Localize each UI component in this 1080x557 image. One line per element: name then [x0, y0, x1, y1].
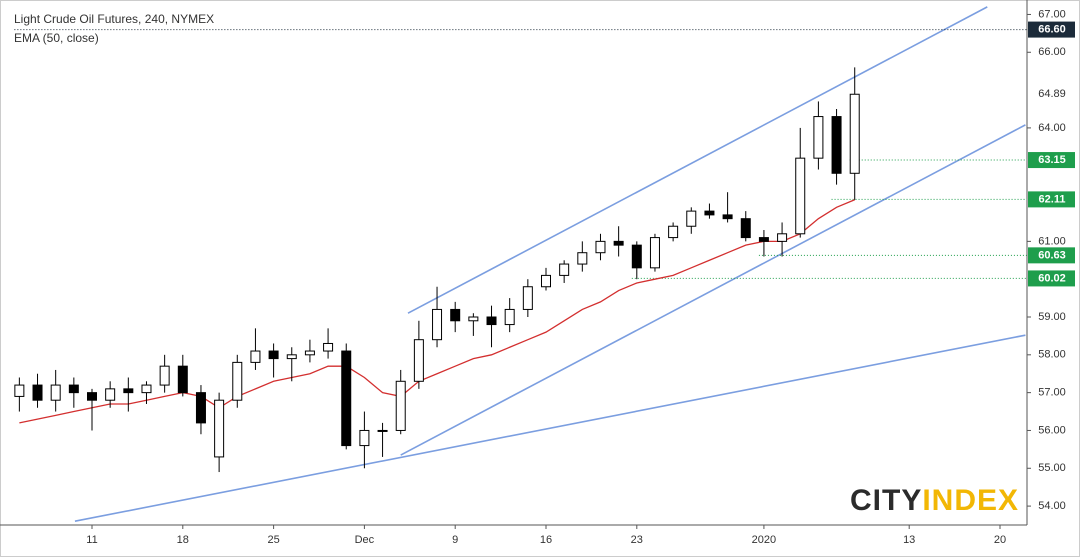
candle-body — [686, 210, 697, 227]
plot-area — [14, 6, 1027, 523]
x-tick-label: 9 — [452, 534, 458, 546]
candle-body — [649, 237, 660, 269]
level-tag — [1028, 270, 1075, 287]
y-tick-label: 59.00 — [1038, 311, 1066, 323]
candle-body — [704, 210, 715, 216]
candle-body — [504, 308, 515, 326]
candle-body — [105, 388, 116, 401]
x-tick-label: 11 — [86, 534, 97, 546]
candle-body — [559, 263, 570, 276]
candle-body — [87, 392, 97, 401]
candle-body — [177, 365, 188, 394]
chart-title: Light Crude Oil Futures, 240, NYMEX — [14, 12, 214, 26]
candle-body — [32, 384, 43, 401]
level-tag — [1028, 247, 1075, 264]
candle-body — [141, 384, 152, 394]
ema-line — [19, 199, 855, 424]
x-tick-label: 16 — [540, 534, 552, 546]
candle-body — [50, 384, 61, 401]
candle-body — [450, 308, 461, 322]
candle-body — [795, 157, 806, 235]
candle-body — [777, 233, 788, 242]
level-label: 66.60 — [1038, 23, 1066, 35]
last-price-label: 64.89 — [1038, 88, 1066, 100]
level-tag — [1028, 21, 1075, 38]
candle-body — [849, 93, 860, 174]
candle-body — [541, 274, 551, 288]
trendline — [400, 124, 1026, 456]
y-tick-label: 66.00 — [1038, 46, 1066, 58]
candle-body — [432, 308, 443, 341]
x-tick-label: 25 — [267, 534, 279, 546]
trendline — [74, 334, 1026, 523]
level-tag — [1028, 152, 1075, 169]
x-tick-label: 18 — [177, 534, 189, 546]
x-tick-label: 20 — [994, 534, 1006, 546]
x-tick-label: 2020 — [752, 534, 776, 546]
y-tick-label: 67.00 — [1038, 8, 1066, 20]
candle-body — [123, 388, 134, 394]
candle-body — [813, 116, 824, 159]
candle-body — [577, 252, 588, 265]
level-label: 60.63 — [1038, 249, 1066, 261]
candle-body — [286, 354, 297, 360]
y-tick-label: 56.00 — [1038, 424, 1066, 436]
y-tick-label: 57.00 — [1038, 387, 1066, 399]
level-label: 60.02 — [1038, 272, 1066, 284]
candle-body — [214, 399, 225, 458]
level-label: 63.15 — [1038, 154, 1066, 166]
candle-body — [740, 218, 751, 239]
y-tick-label: 58.00 — [1038, 349, 1066, 361]
chart-subtitle: EMA (50, close) — [14, 31, 99, 45]
candle-body — [486, 316, 497, 326]
y-tick-label: 64.00 — [1038, 122, 1066, 134]
candle-body — [68, 384, 79, 394]
candle-body — [631, 244, 642, 269]
candle-body — [722, 214, 733, 220]
x-tick-label: Dec — [355, 534, 375, 546]
candle-body — [232, 361, 243, 401]
candle-body — [359, 429, 370, 447]
candle-body — [195, 392, 206, 424]
candle-body — [304, 350, 315, 356]
candle-body — [323, 342, 334, 352]
level-tag — [1028, 191, 1075, 208]
trendline — [407, 6, 988, 314]
candle-body — [468, 316, 479, 322]
candle-body — [668, 225, 679, 239]
candle-body — [758, 237, 769, 242]
candle-body — [377, 429, 388, 432]
candle-body — [831, 116, 842, 174]
candle-body — [522, 286, 533, 310]
y-tick-label: 55.00 — [1038, 462, 1066, 474]
candle-body — [268, 350, 279, 360]
candle-body — [413, 339, 424, 382]
watermark-index: INDEX — [922, 484, 1019, 517]
candle-body — [250, 350, 261, 363]
watermark-city: CITY — [850, 484, 922, 517]
y-tick-label: 54.00 — [1038, 500, 1066, 512]
watermark: CITYINDEX — [850, 484, 1019, 517]
level-label: 62.11 — [1039, 193, 1066, 205]
y-tick-label: 61.00 — [1038, 235, 1066, 247]
x-tick-label: 13 — [903, 534, 915, 546]
candle-body — [341, 350, 352, 447]
x-tick-label: 23 — [631, 534, 643, 546]
candle-body — [613, 240, 624, 246]
candle-body — [595, 240, 606, 254]
candle-body — [395, 380, 406, 431]
candle-body — [159, 365, 170, 386]
candle-body — [14, 384, 25, 397]
